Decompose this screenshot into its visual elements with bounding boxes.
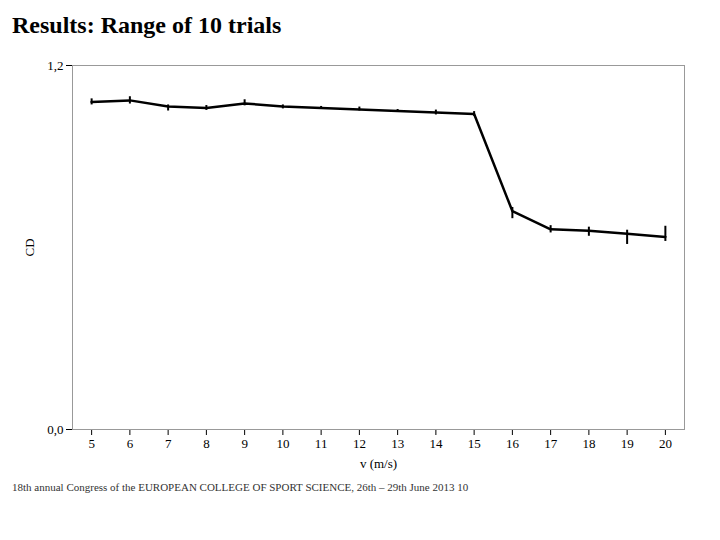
svg-text:20: 20 <box>659 436 672 451</box>
svg-text:18: 18 <box>582 436 595 451</box>
svg-text:15: 15 <box>468 436 481 451</box>
svg-text:7: 7 <box>165 436 172 451</box>
svg-text:10: 10 <box>276 436 289 451</box>
svg-text:12: 12 <box>353 436 366 451</box>
svg-text:5: 5 <box>88 436 95 451</box>
html-text:Results: Range of 10 trials: Results: Range of 10 trials <box>12 12 282 38</box>
svg-text:6: 6 <box>127 436 134 451</box>
html-text:18th annual Congress of the EU: 18th annual Congress of the EUROPEAN COL… <box>12 481 469 493</box>
svg-text:8: 8 <box>203 436 210 451</box>
svg-text:0,0: 0,0 <box>47 422 63 437</box>
svg-text:11: 11 <box>315 436 328 451</box>
svg-text:16: 16 <box>506 436 520 451</box>
svg-text:9: 9 <box>241 436 248 451</box>
svg-text:17: 17 <box>544 436 558 451</box>
svg-text:13: 13 <box>391 436 404 451</box>
svg-text:19: 19 <box>621 436 634 451</box>
svg-text:1,2: 1,2 <box>47 58 63 73</box>
svg-text:CD: CD <box>22 238 37 256</box>
svg-text:v (m/s): v (m/s) <box>360 456 397 471</box>
svg-text:14: 14 <box>429 436 443 451</box>
